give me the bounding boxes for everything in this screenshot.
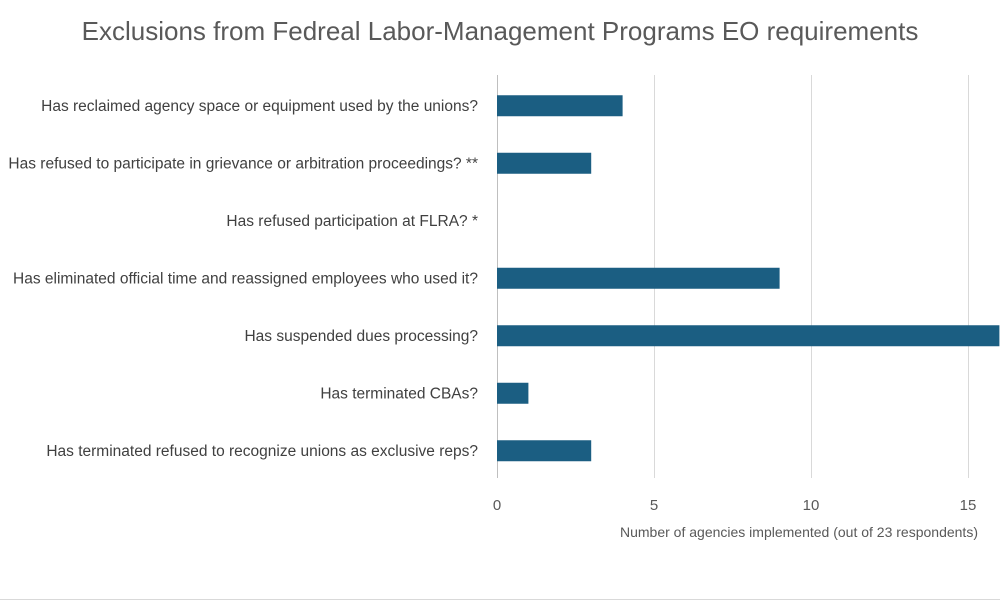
category-label: Has eliminated official time and reassig… [13,270,478,287]
x-tick-label: 10 [803,497,820,514]
x-tick-label: 0 [493,497,501,514]
category-label: Has suspended dues processing? [244,328,478,345]
bar [497,325,1000,347]
chart-title: Exclusions from Fedreal Labor-Management… [81,16,919,46]
x-tick-label: 15 [960,497,977,514]
category-label: Has terminated refused to recognize unio… [46,443,478,460]
category-label: Has refused participation at FLRA? * [226,213,478,230]
bar [497,382,529,404]
category-label: Has reclaimed agency space or equipment … [41,98,478,115]
x-tick-label: 5 [650,497,658,514]
category-label: Has terminated CBAs? [320,385,478,402]
x-axis-title: Number of agencies implemented (out of 2… [620,524,978,540]
bar [497,440,592,462]
bar [497,95,623,117]
bar [497,152,592,174]
bar [497,267,780,289]
category-label: Has refused to participate in grievance … [8,155,478,172]
